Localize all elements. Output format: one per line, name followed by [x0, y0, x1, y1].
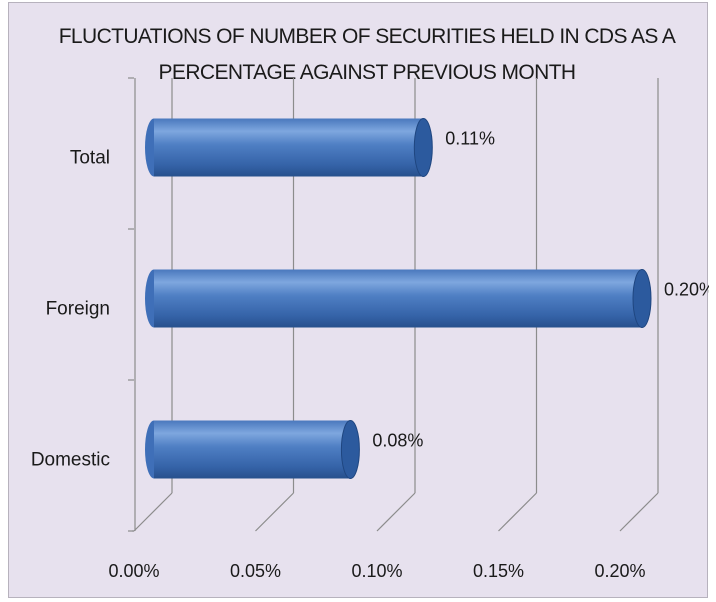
floor-gridline: [376, 492, 416, 532]
floor-gridline: [255, 492, 294, 532]
bar-end-cap: [340, 420, 360, 479]
bar: [154, 118, 424, 177]
category-label: Foreign: [46, 299, 110, 320]
bar-end-cap: [413, 118, 433, 177]
data-label: 0.20%: [664, 280, 709, 300]
bar: [154, 269, 642, 328]
bar-chart: FLUCTUATIONS OF NUMBER OF SECURITIES HEL…: [31, 25, 709, 582]
bars: [145, 118, 652, 479]
x-tick-label: 0.10%: [351, 561, 402, 581]
chart-title-line-1: FLUCTUATIONS OF NUMBER OF SECURITIES HEL…: [59, 25, 676, 48]
x-tick-label: 0.00%: [108, 561, 159, 581]
data-label: 0.11%: [445, 129, 495, 149]
category-label: Domestic: [31, 450, 110, 471]
data-label: 0.08%: [372, 431, 423, 451]
x-tick-label: 0.15%: [473, 561, 524, 581]
x-tick-label: 0.20%: [594, 561, 645, 581]
bar: [154, 420, 351, 479]
floor-gridline: [133, 492, 173, 532]
category-label: Total: [70, 148, 110, 169]
labels: 0.00% 0.05% 0.10% 0.15% 0.20% 0.11% Total 0.20%…: [31, 129, 709, 582]
chart-area: FLUCTUATIONS OF NUMBER OF SECURITIES HEL…: [8, 2, 709, 598]
floor-gridline: [619, 492, 659, 532]
floor-gridline: [498, 492, 537, 532]
x-tick-label: 0.05%: [230, 561, 281, 581]
chart-title-line-2: PERCENTAGE AGAINST PREVIOUS MONTH: [159, 61, 576, 84]
bar-end-cap: [632, 269, 652, 328]
